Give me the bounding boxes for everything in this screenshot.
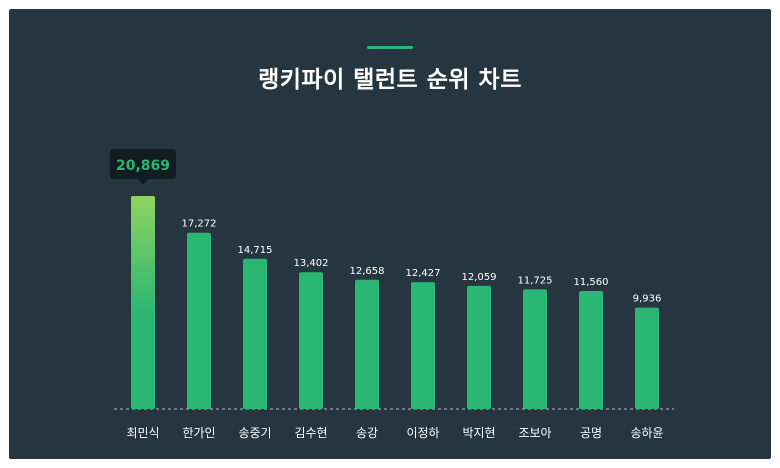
category-label: 공명 (580, 426, 602, 440)
bar (355, 279, 379, 409)
category-label: 송중기 (238, 426, 271, 440)
category-label: 김수현 (294, 426, 327, 440)
data-label: 20,869 (116, 158, 170, 174)
data-label: 13,402 (294, 258, 329, 269)
data-label: 12,658 (350, 266, 385, 277)
category-label: 조보아 (518, 426, 551, 440)
category-label: 최민식 (126, 426, 159, 440)
data-label: 9,936 (633, 294, 662, 305)
category-label: 송강 (356, 426, 378, 440)
bar (523, 289, 547, 409)
bar (635, 307, 659, 409)
bar (467, 285, 491, 409)
bar (187, 232, 211, 409)
title-accent-line (367, 46, 413, 49)
bar (299, 272, 323, 409)
category-label: 한가인 (182, 426, 215, 440)
data-label: 12,427 (406, 268, 441, 279)
bar (411, 282, 435, 409)
tooltip-arrow (138, 179, 148, 185)
data-label: 17,272 (182, 219, 217, 230)
data-label: 11,725 (518, 275, 553, 286)
bar (579, 291, 603, 409)
data-label: 11,560 (574, 277, 609, 288)
bar (131, 196, 155, 409)
data-label: 12,059 (462, 272, 497, 283)
category-label: 송하윤 (630, 426, 663, 440)
chart-title: 랭키파이 탤런트 순위 차트 (258, 67, 522, 93)
category-label: 이정하 (406, 426, 439, 440)
category-label: 박지현 (462, 426, 495, 440)
value-tooltip (110, 149, 176, 179)
bar (243, 258, 267, 409)
data-label: 14,715 (238, 245, 273, 256)
